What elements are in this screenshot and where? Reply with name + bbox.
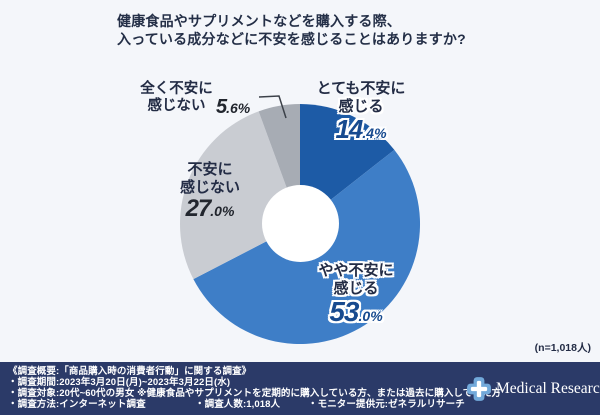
slice-label-very-anxious: とても不安に 感じる 14.4% bbox=[309, 80, 413, 143]
chart-title: 健康食品やサプリメントなどを購入する際、 入っている成分などに不安を感じることは… bbox=[117, 13, 466, 48]
slice-label-somewhat-anxious-line2: 感じる bbox=[333, 280, 379, 297]
slice-label-not-anxious-line1: 不安に bbox=[187, 161, 233, 178]
slice-value-not-anxious: 27.0% bbox=[163, 197, 257, 221]
survey-target: ・調査対象:20代~60代の男女 ※健康食品やサプリメントを定期的に購入している… bbox=[8, 388, 502, 399]
leader-line-not-at-all bbox=[258, 95, 287, 119]
slice-label-not-at-all-line2: 感じない bbox=[147, 98, 206, 114]
slice-value-not-at-all-frac: .6% bbox=[226, 100, 251, 116]
slice-label-very-anxious-line2: 感じる bbox=[338, 98, 384, 115]
donut-hole bbox=[262, 185, 339, 262]
slice-value-very-anxious-int: 14 bbox=[335, 114, 363, 144]
slice-value-somewhat-anxious-int: 53 bbox=[329, 296, 359, 327]
slice-label-not-at-all: 全く不安に 感じない bbox=[138, 81, 215, 115]
footer-band: 《調査概要:「商品購入時の消費者行動」に関する調査》 ・調査期間:2023年3月… bbox=[0, 362, 600, 415]
slice-value-somewhat-anxious-frac: .0% bbox=[358, 308, 383, 324]
slice-label-not-anxious: 不安に 感じない 27.0% bbox=[163, 161, 257, 221]
survey-count: ・調査人数:1,018人 bbox=[195, 399, 281, 410]
sample-size-note: (n=1,018人) bbox=[534, 342, 591, 354]
slice-value-very-anxious-frac: .4% bbox=[362, 125, 387, 141]
slice-label-not-anxious-line2: 感じない bbox=[179, 179, 240, 196]
slice-value-not-anxious-int: 27 bbox=[185, 195, 212, 222]
chart-title-line1: 健康食品やサプリメントなどを購入する際、 bbox=[117, 13, 401, 29]
slice-value-not-anxious-frac: .0% bbox=[210, 203, 235, 219]
survey-overview: 《調査概要:「商品購入時の消費者行動」に関する調査》 bbox=[8, 366, 252, 377]
slice-label-somewhat-anxious: やや不安に 感じる 53.0% bbox=[306, 262, 406, 326]
brand-name: Medical Research bbox=[496, 380, 600, 397]
slice-value-very-anxious: 14.4% bbox=[309, 116, 413, 143]
survey-monitor: ・モニター提供元:ゼネラルリサーチ bbox=[308, 399, 465, 410]
chart-title-line2: 入っている成分などに不安を感じることはありますか? bbox=[117, 30, 466, 47]
survey-period: ・調査期間:2023年3月20日(月)~2023年3月22日(水) bbox=[8, 377, 231, 388]
slice-label-somewhat-anxious-line1: やや不安に bbox=[318, 262, 394, 279]
slice-value-somewhat-anxious: 53.0% bbox=[306, 298, 406, 326]
slice-value-not-at-all-int: 5 bbox=[216, 96, 227, 118]
slice-label-not-at-all-line1: 全く不安に bbox=[140, 81, 213, 97]
medical-cross-icon bbox=[467, 377, 491, 401]
survey-method: ・調査方法:インターネット調査 bbox=[8, 399, 146, 410]
slice-value-not-at-all: 5.6% bbox=[216, 96, 250, 119]
slice-label-very-anxious-line1: とても不安に bbox=[316, 80, 406, 97]
